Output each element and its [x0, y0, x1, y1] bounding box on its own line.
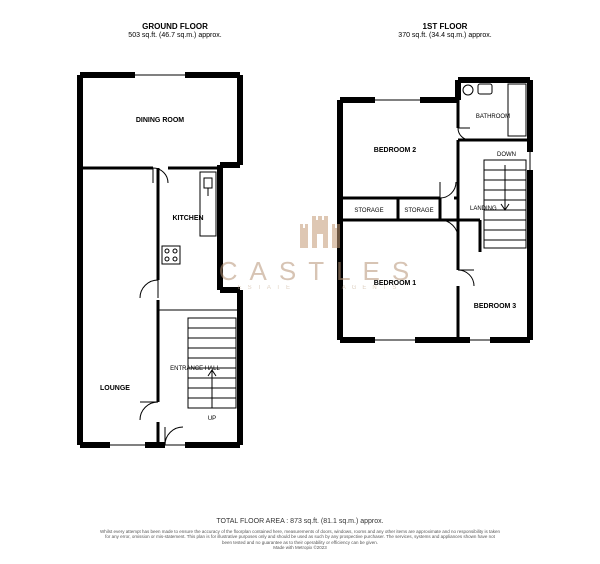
page: GROUND FLOOR 503 sq.ft. (46.7 sq.m.) app… [0, 0, 600, 564]
label-kitchen: KITCHEN [172, 215, 203, 222]
label-bath: BATHROOM [476, 114, 510, 120]
label-storage1: STORAGE [354, 208, 383, 214]
label-storage2: STORAGE [404, 208, 433, 214]
label-bed1: BEDROOM 1 [374, 280, 417, 287]
header-ground-title: GROUND FLOOR [142, 22, 208, 31]
header-first-floor: 1ST FLOOR 370 sq.ft. (34.4 sq.m.) approx… [355, 22, 535, 40]
label-bed3: BEDROOM 3 [474, 303, 517, 310]
header-ground-sub: 503 sq.ft. (46.7 sq.m.) approx. [85, 32, 265, 40]
footer-made: Made with Metropix ©2023 [100, 545, 500, 550]
label-landing: LANDING [470, 206, 497, 212]
label-bed2: BEDROOM 2 [374, 147, 417, 154]
footer-total: TOTAL FLOOR AREA : 873 sq.ft. (81.1 sq.m… [100, 518, 500, 526]
floorplan-area: DINING ROOM KITCHEN LOUNGE ENTRANCE HALL… [40, 60, 560, 480]
label-up: UP [208, 416, 216, 422]
label-entrance: ENTRANCE HALL [170, 366, 220, 372]
footer: TOTAL FLOOR AREA : 873 sq.ft. (81.1 sq.m… [100, 518, 500, 550]
label-lounge: LOUNGE [100, 385, 130, 392]
stairs-first [484, 160, 526, 248]
bathroom-fixtures [463, 84, 526, 136]
stairs-ground [188, 318, 236, 408]
footer-disclaimer: Whilst every attempt has been made to en… [100, 529, 500, 545]
label-dining: DINING ROOM [136, 117, 184, 124]
label-down: DOWN [497, 152, 516, 158]
header-first-sub: 370 sq.ft. (34.4 sq.m.) approx. [355, 32, 535, 40]
header-ground-floor: GROUND FLOOR 503 sq.ft. (46.7 sq.m.) app… [85, 22, 265, 40]
header-first-title: 1ST FLOOR [423, 22, 468, 31]
first-floor-plan: BEDROOM 2 BATHROOM STORAGE STORAGE LANDI… [340, 80, 530, 340]
ground-floor-plan: DINING ROOM KITCHEN LOUNGE ENTRANCE HALL… [80, 75, 240, 445]
floorplan-svg: DINING ROOM KITCHEN LOUNGE ENTRANCE HALL… [40, 60, 560, 480]
